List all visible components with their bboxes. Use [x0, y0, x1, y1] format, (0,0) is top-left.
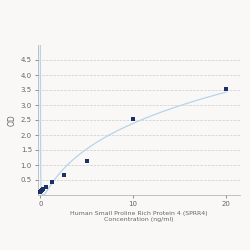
Point [44, 184, 48, 188]
Point [40, 188, 44, 192]
X-axis label: Human Small Proline Rich Protein 4 (SPRR4)
Concentration (ng/ml): Human Small Proline Rich Protein 4 (SPRR… [70, 211, 207, 222]
Point [224, 86, 228, 90]
Point [62, 172, 66, 176]
Y-axis label: OD: OD [8, 114, 16, 126]
Point [131, 116, 135, 120]
Point [50, 180, 54, 184]
Point [39, 189, 43, 193]
Point [38, 190, 42, 194]
Point [85, 158, 89, 162]
Point [41, 187, 45, 191]
